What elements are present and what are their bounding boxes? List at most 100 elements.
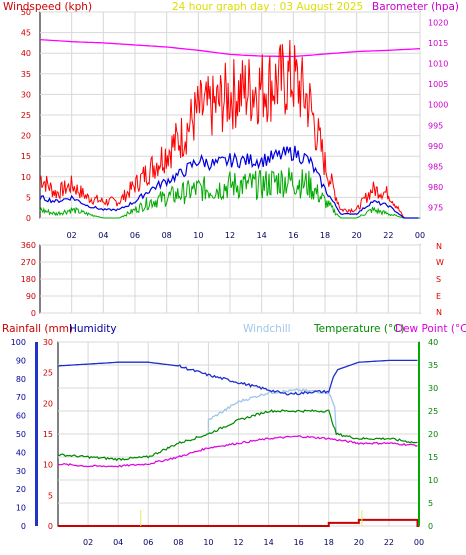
x-tick-label: 10 — [203, 538, 213, 547]
x-tick-label: 00 — [415, 231, 425, 240]
humidity-tick-label: 70 — [16, 393, 26, 402]
rain-tick-label: 5 — [48, 491, 53, 500]
wind-tick-label: 25 — [21, 111, 31, 120]
humidity-tick-label: 50 — [16, 430, 26, 439]
temp-tick-label: 20 — [428, 430, 438, 439]
temp-y-ticks: 0 5 10 15 20 25 30 35 40 — [428, 338, 438, 531]
humidity-tick-label: 40 — [16, 448, 26, 457]
compass-letter: E — [436, 292, 441, 301]
baro-tick-label: 995 — [428, 121, 443, 130]
baro-tick-label: 1020 — [428, 18, 448, 27]
direction-grid — [40, 244, 421, 314]
humidity-tick-label: 30 — [16, 467, 26, 476]
rainfall-label: Rainfall (mm) — [2, 323, 73, 335]
temp-tick-label: 0 — [428, 522, 433, 531]
wind-title: Windspeed (kph) — [3, 1, 92, 13]
x-tick-label: 20 — [352, 231, 362, 240]
baro-y-ticks: 975 980 985 990 995 1000 1005 1010 1015 1020 — [428, 18, 448, 212]
compass-letter: W — [436, 258, 444, 267]
humidity-tick-label: 60 — [16, 412, 26, 421]
x-tick-label: 06 — [130, 231, 140, 240]
humidity-tick-label: 90 — [16, 356, 26, 365]
baro-tick-label: 1010 — [428, 60, 448, 69]
baro-tick-label: 1000 — [428, 101, 448, 110]
average-wind-line — [39, 145, 419, 219]
temp-tick-label: 40 — [428, 338, 438, 347]
x-tick-label: 14 — [263, 538, 273, 547]
direction-tick-label: 180 — [21, 275, 36, 284]
x-tick-label: 16 — [288, 231, 298, 240]
bottom-series — [57, 359, 419, 527]
x-tick-label: 06 — [143, 538, 153, 547]
baro-title: Barometer (hpa) — [372, 1, 459, 13]
direction-tick-label: 360 — [21, 241, 36, 250]
temp-tick-label: 15 — [428, 453, 438, 462]
x-tick-label: 16 — [294, 538, 304, 547]
x-tick-label: 22 — [383, 231, 393, 240]
wind-tick-label: 35 — [21, 70, 31, 79]
dewpoint-line — [58, 435, 418, 468]
wind-tick-label: 0 — [26, 214, 31, 223]
humidity-tick-label: 80 — [16, 375, 26, 384]
humidity-label: Humidity — [69, 323, 117, 335]
x-tick-label: 04 — [113, 538, 123, 547]
temp-tick-label: 10 — [428, 476, 438, 485]
wind-y-ticks: 0 5 10 15 20 25 30 35 40 45 50 — [21, 8, 31, 223]
temp-tick-label: 5 — [428, 499, 433, 508]
humidity-tick-label: 100 — [11, 338, 26, 347]
humidity-tick-label: 20 — [16, 485, 26, 494]
wind-tick-label: 5 — [26, 193, 31, 202]
rain-tick-label: 20 — [43, 399, 53, 408]
wind-tick-label: 30 — [21, 90, 31, 99]
wind-tick-label: 50 — [21, 8, 31, 17]
baro-tick-label: 985 — [428, 163, 443, 172]
dewpoint-label: Dew Point (°C) — [395, 323, 466, 335]
humidity-axis-bar — [35, 342, 38, 526]
windspeed-line — [39, 39, 420, 219]
baro-tick-label: 975 — [428, 204, 443, 213]
rain-tick-label: 10 — [43, 461, 53, 470]
wind-tick-label: 10 — [21, 173, 31, 182]
x-tick-label: 18 — [320, 231, 330, 240]
direction-tick-label: 90 — [26, 292, 36, 301]
humidity-tick-label: 0 — [21, 522, 26, 531]
temp-tick-label: 30 — [428, 384, 438, 393]
wind-tick-label: 15 — [21, 152, 31, 161]
wind-series — [39, 38, 421, 219]
humidity-tick-label: 10 — [16, 504, 26, 513]
windchill-label: Windchill — [243, 323, 291, 335]
humidity-y-ticks: 0 10 20 30 40 50 60 70 80 90 100 — [11, 338, 26, 531]
x-tick-label: 20 — [354, 538, 364, 547]
x-tick-label: 02 — [67, 231, 77, 240]
compass-letter: S — [436, 275, 441, 284]
wind-tick-label: 20 — [21, 132, 31, 141]
x-tick-label: 22 — [384, 538, 394, 547]
x-tick-label: 08 — [162, 231, 172, 240]
baro-tick-label: 1015 — [428, 39, 448, 48]
humidity-line — [57, 359, 418, 396]
compass-letter: N — [436, 242, 442, 251]
barometer-line — [39, 38, 421, 58]
temp-tick-label: 35 — [428, 361, 438, 370]
baro-tick-label: 980 — [428, 183, 443, 192]
bottom-x-ticks: 02 04 06 08 10 12 14 16 18 20 22 00 — [83, 538, 424, 547]
direction-y-ticks: 0 90 180 270 360 — [21, 241, 36, 318]
x-tick-label: 08 — [173, 538, 183, 547]
baro-tick-label: 1005 — [428, 80, 448, 89]
compass-letter: N — [436, 308, 442, 317]
wind-lull-line — [39, 167, 420, 219]
x-tick-label: 04 — [98, 231, 108, 240]
x-tick-label: 18 — [324, 538, 334, 547]
wind-tick-label: 45 — [21, 29, 31, 38]
baro-tick-label: 990 — [428, 142, 443, 151]
rain-tick-label: 0 — [48, 522, 53, 531]
rain-tick-label: 30 — [43, 338, 53, 347]
temp-tick-label: 25 — [428, 407, 438, 416]
temp-axis-bar — [418, 342, 420, 526]
x-tick-label: 00 — [414, 538, 424, 547]
x-tick-label: 12 — [233, 538, 243, 547]
temperature-line — [58, 409, 418, 462]
x-tick-label: 10 — [193, 231, 203, 240]
